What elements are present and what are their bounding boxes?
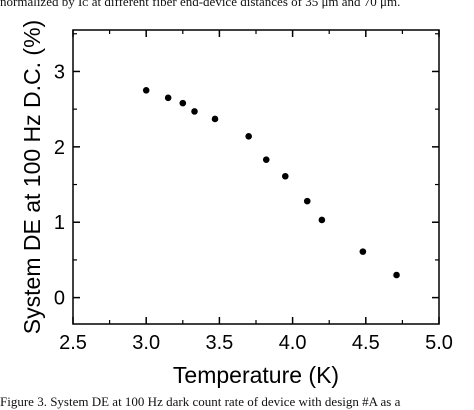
x-tick-label: 4.0	[279, 332, 307, 354]
y-tick-label: 1	[54, 212, 65, 234]
x-axis: 2.5 3.0 3.5 4.0 4.5 5.0	[59, 30, 453, 354]
plot-frame	[72, 29, 440, 325]
data-point	[262, 156, 270, 163]
data-point	[164, 94, 172, 102]
data-point	[191, 108, 198, 115]
x-tick-label: 3.5	[205, 332, 233, 354]
x-tick-label: 5.0	[425, 332, 453, 354]
y-tick-label: 2	[54, 137, 65, 159]
figure-footer-caption: Figure 3. System DE at 100 Hz dark count…	[0, 394, 401, 409]
x-tick-label: 3.0	[132, 332, 160, 354]
data-point	[142, 87, 150, 94]
x-tick-label: 4.5	[352, 332, 380, 354]
y-tick-label: 0	[54, 288, 65, 310]
y-axis: 0 1 2 3	[54, 33, 439, 310]
data-point	[359, 248, 367, 255]
data-point	[393, 271, 400, 279]
x-axis-title: Temperature (K)	[173, 362, 339, 388]
data-point	[211, 115, 219, 123]
data-point	[303, 197, 311, 205]
data-point	[245, 132, 252, 140]
data-point	[281, 172, 289, 180]
x-tick-label: 2.5	[59, 332, 87, 354]
data-point	[179, 99, 187, 107]
figure-header-caption: normalized by Iᴄ at different fiber end-…	[0, 0, 401, 9]
y-axis-title: System DE at 100 Hz D.C. (%)	[19, 20, 45, 334]
data-points	[142, 87, 400, 279]
y-tick-label: 3	[54, 61, 65, 83]
data-point	[318, 216, 326, 224]
